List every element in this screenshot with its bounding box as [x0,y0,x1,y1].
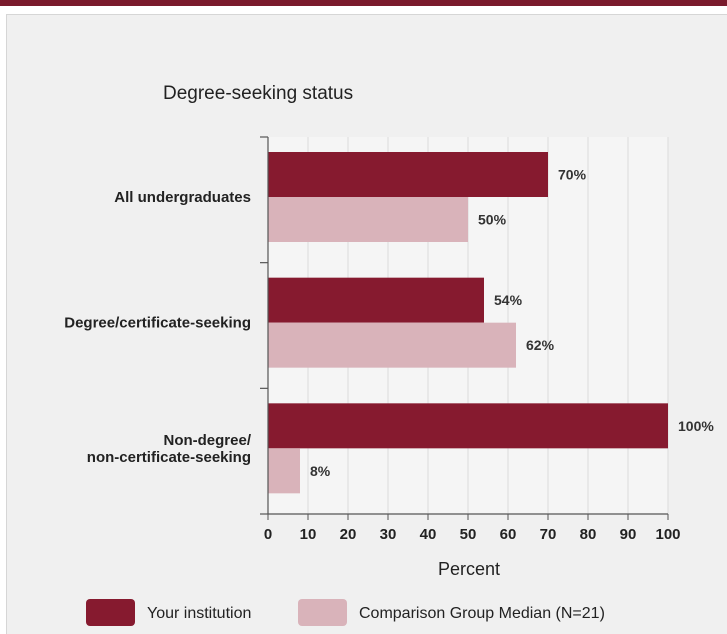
x-tick-label: 40 [420,526,437,543]
x-tick-label: 90 [620,526,637,543]
legend-swatch [86,599,135,626]
legend: Your institution Comparison Group Median … [86,599,605,626]
legend-label: Your institution [147,605,251,622]
category-label: All undergraduates [114,189,251,206]
legend-swatch [298,599,347,626]
axes-group: 0 10 20 30 40 50 60 70 80 90 100 [260,136,681,543]
bars-group [268,152,668,494]
labels-group: 70% 50% All undergraduates 54% 62% Degree/cer… [64,167,714,479]
bar [268,197,468,242]
category-label: Degree/certificate-seeking [64,315,251,332]
x-tick-label: 20 [340,526,357,543]
x-tick-label: 30 [380,526,397,543]
x-tick-label: 0 [264,526,272,543]
bar [268,403,668,449]
legend-label: Comparison Group Median (N=21) [359,605,605,622]
data-label: 54% [494,292,523,308]
bar [268,322,516,368]
x-tick-label: 70 [540,526,557,543]
data-label: 8% [310,463,331,479]
chart-title: Degree-seeking status [163,83,353,104]
x-axis-title: Percent [438,559,500,579]
x-tick-label: 10 [300,526,317,543]
x-tick-label: 100 [655,526,680,543]
category-label: Non-degree/ [163,432,251,449]
bar [268,277,484,323]
data-label: 100% [678,418,714,434]
header-rule [0,0,727,6]
bar [268,152,548,197]
data-label: 62% [526,337,555,353]
category-label: non-certificate-seeking [87,449,251,466]
data-label: 70% [558,167,587,183]
data-label: 50% [478,212,507,228]
x-tick-label: 50 [460,526,477,543]
x-tick-label: 60 [500,526,517,543]
bar [268,448,300,494]
x-tick-label: 80 [580,526,597,543]
